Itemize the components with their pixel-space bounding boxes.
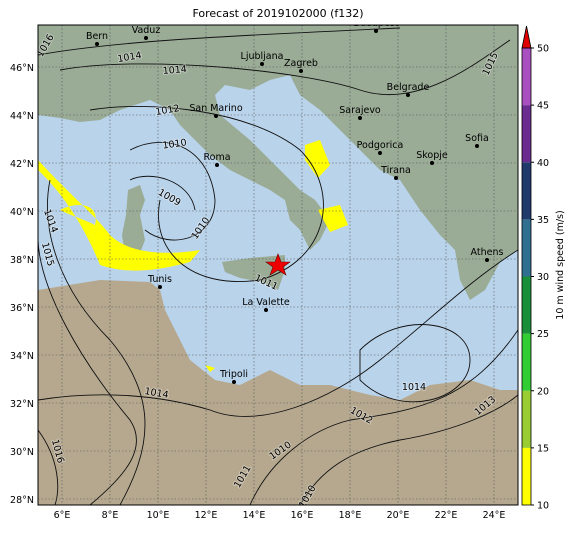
isobar-label: 1012	[155, 103, 181, 118]
title: Forecast of 2019102000 (f132)	[192, 7, 363, 20]
city-dot	[358, 116, 362, 120]
city-label: Athens	[471, 247, 504, 258]
colorbar-tick-label: 15	[537, 443, 549, 454]
colorbar-segment	[522, 447, 531, 505]
x-tick-label: 20°E	[387, 510, 410, 521]
city-dot	[430, 161, 434, 165]
city-label: San Marino	[189, 103, 242, 114]
x-tick-label: 12°E	[195, 510, 218, 521]
city-dot	[260, 62, 264, 66]
x-tick-label: 8°E	[102, 510, 119, 521]
city-dot	[215, 163, 219, 167]
colorbar-segment	[522, 390, 531, 448]
city-label: Tunis	[147, 274, 172, 285]
city-label: Vaduz	[132, 25, 161, 36]
city-label: Bern	[86, 31, 108, 42]
isobar-label: 1014	[162, 64, 187, 77]
city-label: Sarajevo	[339, 105, 381, 116]
city-dot	[95, 42, 99, 46]
city-label: La Valette	[242, 297, 290, 308]
city-label: Tirana	[380, 165, 411, 176]
x-tick-label: 18°E	[339, 510, 362, 521]
x-tick-label: 24°E	[483, 510, 506, 521]
y-tick-label: 28°N	[10, 495, 34, 506]
colorbar-tick-label: 40	[537, 158, 549, 169]
city-label: Podgorica	[357, 140, 404, 151]
x-tick-label: 10°E	[147, 510, 170, 521]
colorbar-tick-label: 30	[537, 272, 549, 283]
colorbar: 10 15 20 25 30 35 40 45 50 10 m wind speed (m/s)	[521, 25, 566, 512]
isobar-label: 1014	[117, 50, 143, 65]
city-dot	[214, 114, 218, 118]
city-label: Ljubljana	[241, 51, 284, 62]
grid	[38, 25, 518, 505]
city-dot	[406, 93, 410, 97]
y-tick-label: 42°N	[10, 159, 34, 170]
colorbar-extend	[521, 25, 532, 49]
colorbar-segment	[522, 276, 531, 334]
city-dot	[394, 176, 398, 180]
city-label: Tripoli	[219, 369, 248, 380]
colorbar-segment	[522, 105, 531, 163]
city-dot	[264, 308, 268, 312]
city-label: Skopje	[416, 150, 448, 161]
x-tick-label: 6°E	[54, 510, 71, 521]
city-dot	[299, 69, 303, 73]
city-label: Sofia	[465, 133, 489, 144]
colorbar-tick-label: 45	[537, 101, 549, 112]
city-dot	[374, 29, 378, 33]
city-dot	[144, 36, 148, 40]
x-tick-label: 22°E	[435, 510, 458, 521]
city-dot	[158, 285, 162, 289]
y-tick-label: 38°N	[10, 255, 34, 266]
isobar-label: 1010	[162, 137, 187, 151]
city-label: Zagreb	[284, 58, 318, 69]
city-dot	[475, 144, 479, 148]
x-tick-label: 14°E	[243, 510, 266, 521]
city-dot	[485, 258, 489, 262]
sardinia-corsica	[122, 185, 145, 258]
colorbar-tick-label: 20	[537, 386, 549, 397]
city-label: Roma	[203, 152, 230, 163]
wind-area	[38, 160, 200, 271]
city-dot	[232, 380, 236, 384]
isobar-label: 1014	[144, 386, 170, 401]
y-tick-label: 34°N	[10, 351, 34, 362]
colorbar-tick-label: 50	[537, 44, 549, 55]
colorbar-tick-label: 25	[537, 329, 549, 340]
x-tick-label: 16°E	[291, 510, 314, 521]
colorbar-segment	[522, 333, 531, 391]
y-tick-label: 46°N	[10, 63, 34, 74]
colorbar-label: 10 m wind speed (m/s)	[555, 210, 566, 319]
y-tick-label: 36°N	[10, 303, 34, 314]
y-tick-label: 32°N	[10, 399, 34, 410]
city-dot	[378, 151, 382, 155]
colorbar-segment	[522, 48, 531, 106]
map-frame	[37, 24, 519, 506]
storm-marker	[265, 253, 291, 276]
y-tick-label: 30°N	[10, 447, 34, 458]
y-tick-label: 40°N	[10, 207, 34, 218]
y-tick-label: 44°N	[10, 111, 34, 122]
colorbar-segment	[522, 219, 531, 277]
city-label: Budapest	[354, 18, 399, 29]
colorbar-tick-label: 35	[537, 215, 549, 226]
city-label: Belgrade	[387, 82, 430, 93]
colorbar-segment	[522, 162, 531, 220]
colorbar-tick-label: 10	[537, 501, 549, 512]
isobar-label: 1014	[402, 382, 426, 393]
